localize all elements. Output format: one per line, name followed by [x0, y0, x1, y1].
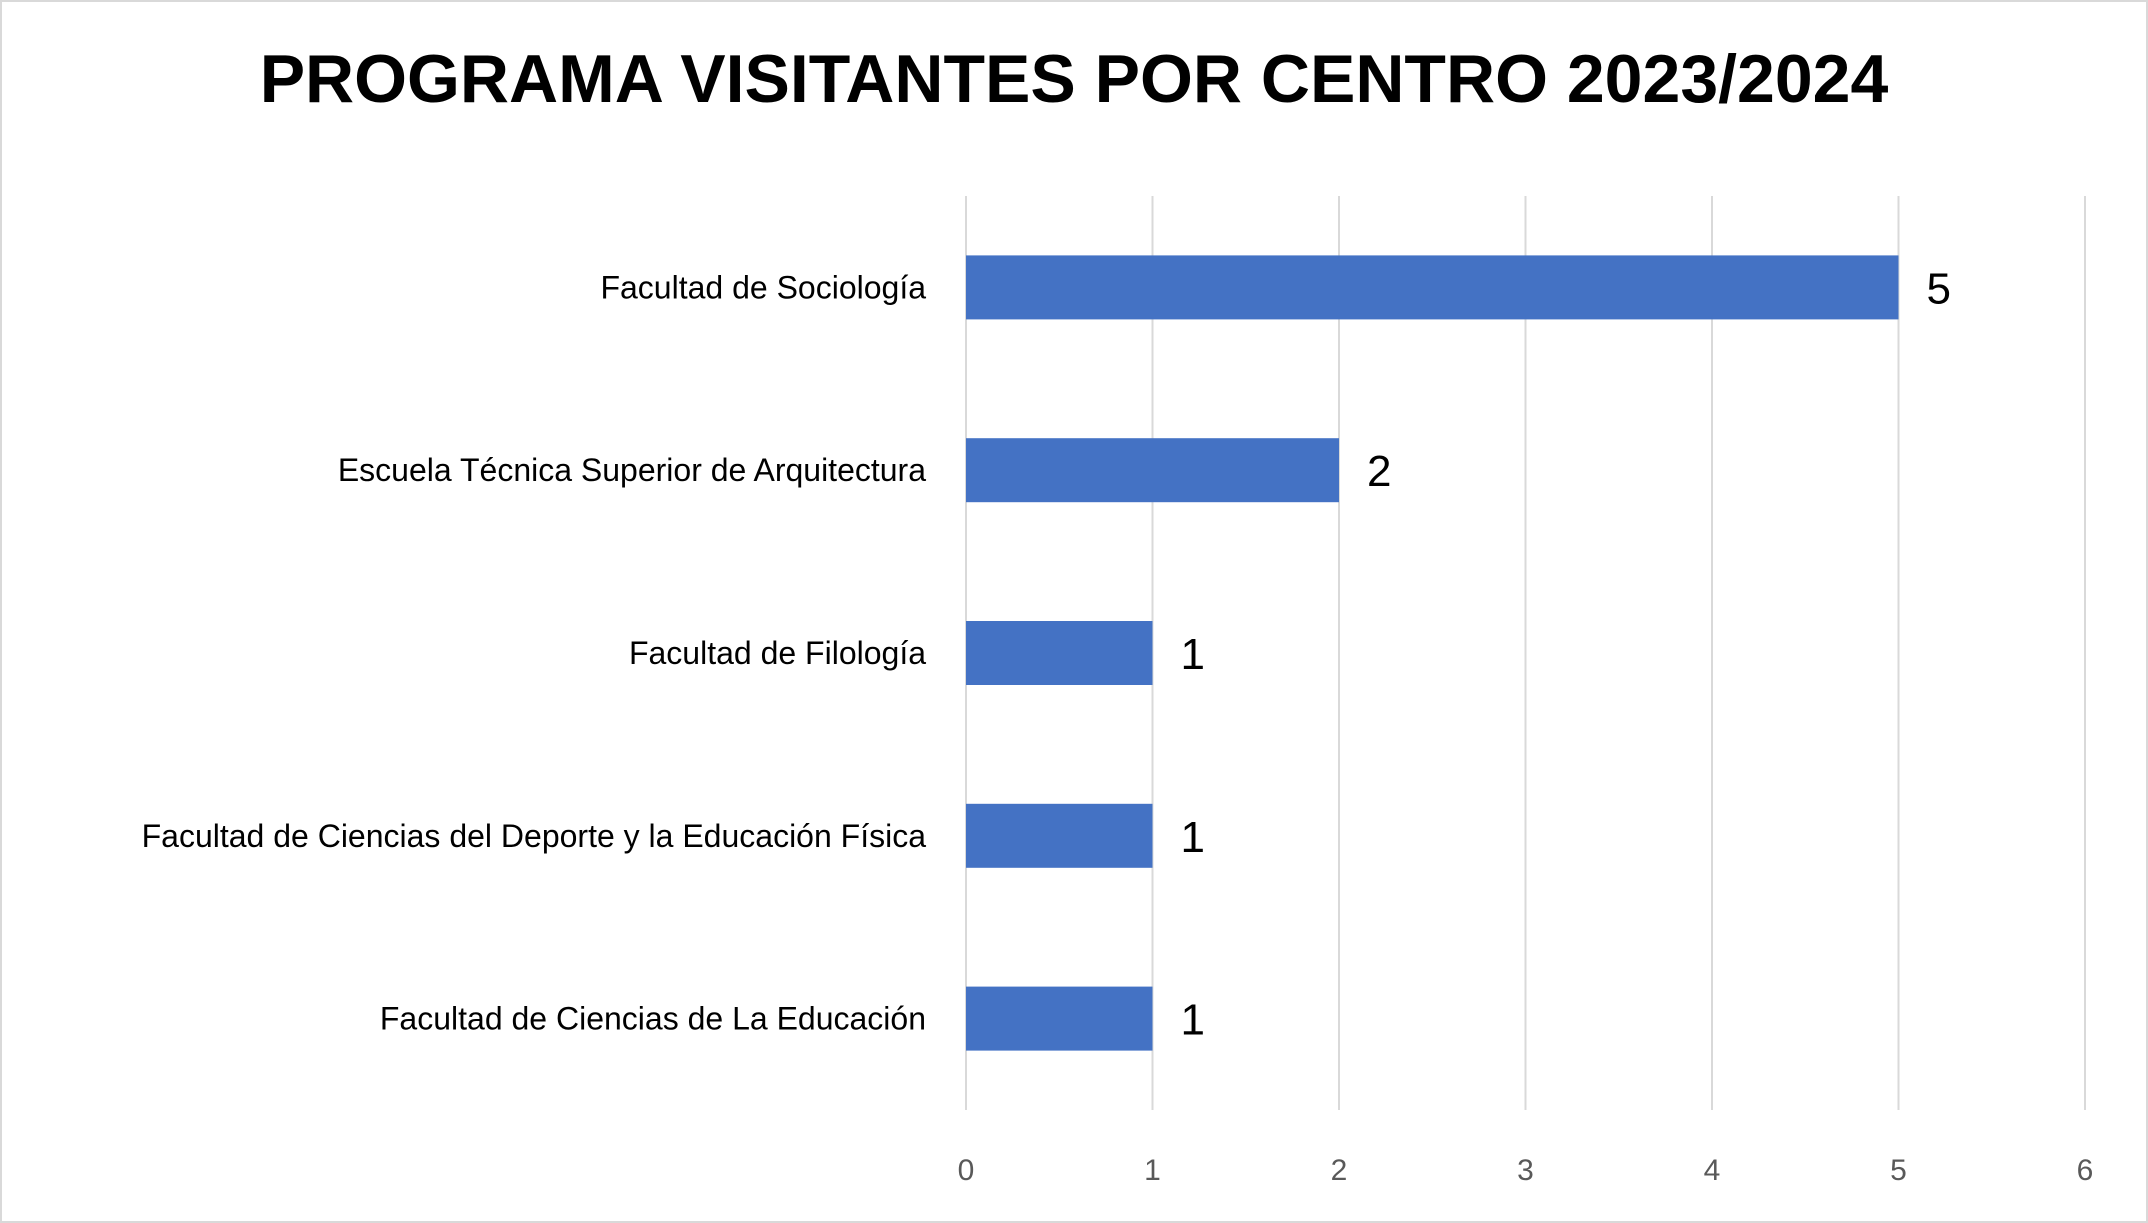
category-label: Facultad de Sociología — [600, 269, 926, 305]
chart-title: PROGRAMA VISITANTES POR CENTRO 2023/2024 — [259, 41, 1889, 117]
data-label: 2 — [1367, 447, 1391, 496]
x-tick-label: 0 — [958, 1154, 975, 1187]
bar — [966, 621, 1153, 685]
x-tick-label: 4 — [1704, 1154, 1721, 1187]
data-label: 5 — [1927, 264, 1951, 313]
x-tick-label: 5 — [1890, 1154, 1907, 1187]
category-label: Escuela Técnica Superior de Arquitectura — [338, 452, 926, 488]
bar — [966, 438, 1339, 503]
category-label: Facultad de Ciencias de La Educación — [380, 1001, 926, 1037]
x-tick-label: 6 — [2077, 1154, 2094, 1187]
data-label: 1 — [1181, 813, 1205, 862]
x-tick-label: 3 — [1517, 1154, 1534, 1187]
bar — [966, 803, 1153, 868]
bar — [966, 255, 1899, 320]
bar — [966, 986, 1153, 1051]
category-label: Facultad de Ciencias del Deporte y la Ed… — [142, 818, 927, 854]
category-label: Facultad de Filología — [629, 635, 926, 671]
x-tick-label: 2 — [1331, 1154, 1348, 1187]
data-label: 1 — [1181, 630, 1205, 679]
x-tick-label: 1 — [1144, 1154, 1161, 1187]
data-label: 1 — [1181, 996, 1205, 1045]
